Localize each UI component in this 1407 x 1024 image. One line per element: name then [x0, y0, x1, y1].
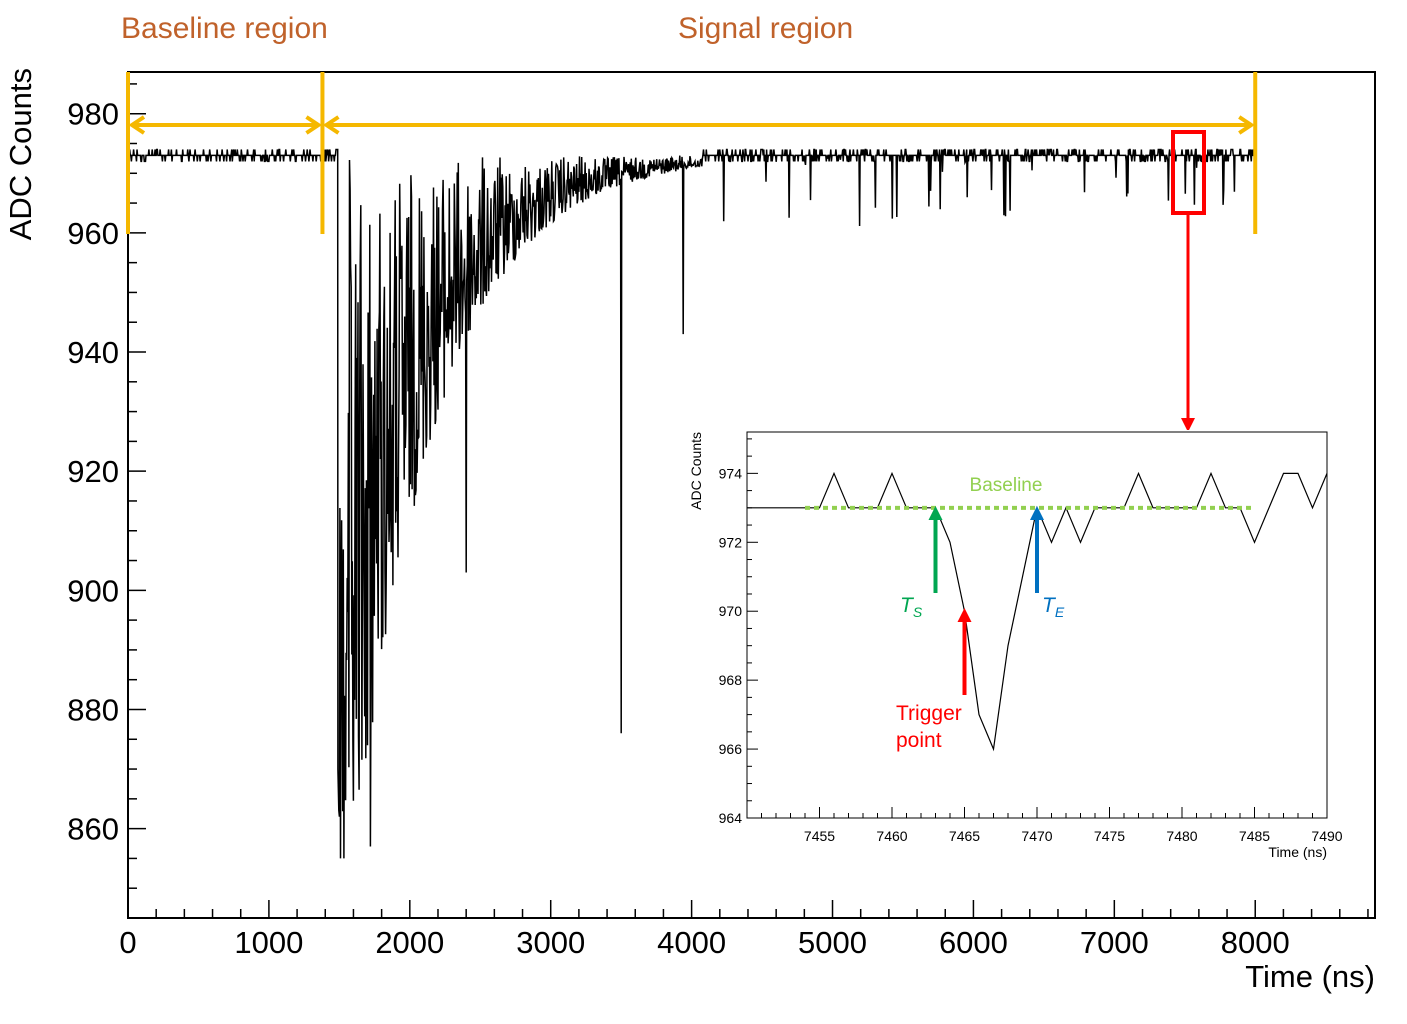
y-tick-label: 900	[67, 573, 119, 608]
te-label-main: T	[1042, 594, 1057, 617]
te-label: TE	[1042, 594, 1065, 620]
te-arrow-head	[1030, 506, 1044, 520]
y-tick-label: 880	[67, 692, 119, 727]
signal-region-label: Signal region	[678, 12, 854, 45]
inset-y-axis-title: ADC Counts	[688, 432, 704, 510]
y-tick-label: 920	[67, 454, 119, 489]
x-axis-title: Time (ns)	[1245, 959, 1375, 994]
y-tick-label: 980	[67, 97, 119, 132]
x-tick-label: 4000	[657, 925, 726, 960]
inset-x-axis-title: Time (ns)	[1268, 844, 1327, 860]
trigger-label-line1: Trigger	[896, 702, 962, 725]
inset-x-tick-label: 7470	[1021, 828, 1052, 844]
ts-label-main: T	[900, 594, 915, 617]
te-label-subscript: E	[1055, 604, 1065, 620]
inset-y-tick-label: 970	[719, 603, 743, 619]
inset-y-tick-label: 968	[719, 672, 743, 688]
y-tick-label: 860	[67, 812, 119, 847]
inset-y-tick-label: 972	[719, 534, 743, 550]
x-tick-label: 1000	[234, 925, 303, 960]
ts-label: TS	[900, 594, 923, 620]
signal-region-arrow-head-right	[1238, 115, 1255, 135]
baseline-label: Baseline	[970, 475, 1043, 496]
inset-x-tick-label: 7485	[1239, 828, 1270, 844]
inset-x-tick-label: 7490	[1311, 828, 1342, 844]
x-tick-label: 8000	[1221, 925, 1290, 960]
inset-x-tick-label: 7480	[1166, 828, 1197, 844]
baseline-region-label: Baseline region	[121, 12, 328, 45]
inset-x-tick-label: 7465	[949, 828, 980, 844]
inset-y-tick-label: 966	[719, 741, 743, 757]
main-plot-frame	[127, 71, 1376, 919]
inset-x-tick-label: 7455	[804, 828, 835, 844]
ts-label-subscript: S	[913, 604, 923, 620]
x-tick-label: 6000	[939, 925, 1008, 960]
inset-y-tick-label: 974	[719, 465, 743, 481]
zoom-box	[1171, 130, 1206, 215]
x-tick-label: 7000	[1080, 925, 1149, 960]
inset-y-tick-label: 964	[719, 810, 743, 826]
ts-arrow-head	[928, 506, 943, 520]
signal-region-arrow-head-left	[322, 115, 340, 135]
x-tick-label: 5000	[798, 925, 867, 960]
trigger-arrow-head	[957, 608, 972, 622]
zoom-arrow-head	[1181, 418, 1195, 432]
inset-background	[745, 430, 1329, 844]
trigger-label-line2: point	[896, 729, 942, 752]
y-tick-label: 940	[67, 335, 119, 370]
baseline-region-arrow-head-left	[128, 115, 146, 135]
x-tick-label: 0	[119, 925, 136, 960]
inset-x-tick-label: 7460	[876, 828, 907, 844]
y-tick-label: 960	[67, 216, 119, 251]
y-axis-title: ADC Counts	[3, 68, 38, 240]
x-tick-label: 3000	[516, 925, 585, 960]
waveform-series-line	[128, 148, 1256, 859]
x-tick-label: 2000	[375, 925, 444, 960]
inset-x-tick-label: 7475	[1094, 828, 1125, 844]
baseline-region-arrow-head-right	[305, 115, 323, 135]
